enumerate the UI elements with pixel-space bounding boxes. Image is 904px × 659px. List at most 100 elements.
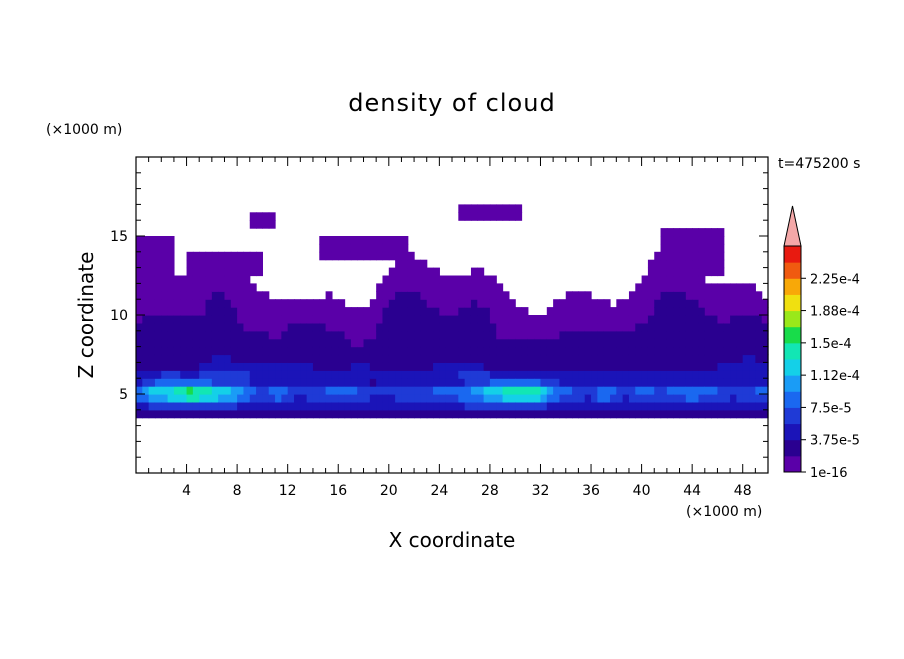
density-cell <box>692 228 700 237</box>
density-cell <box>647 378 655 387</box>
density-cell <box>477 291 485 300</box>
density-cell <box>685 378 693 387</box>
density-cell <box>281 322 289 332</box>
density-cell <box>660 409 668 419</box>
density-cell <box>420 315 428 324</box>
density-cell <box>173 275 181 284</box>
density-cell <box>723 315 731 324</box>
density-cell <box>388 236 396 245</box>
density-cell <box>338 386 346 395</box>
density-cell <box>616 354 624 363</box>
density-cell <box>704 291 712 300</box>
density-cell <box>540 338 548 348</box>
density-cell <box>401 409 409 419</box>
density-cell <box>382 322 390 332</box>
density-cell <box>154 251 162 261</box>
density-cell <box>610 401 617 411</box>
density-cell <box>527 401 535 411</box>
density-cell <box>489 299 497 308</box>
density-cell <box>420 354 428 363</box>
density-cell <box>666 275 674 284</box>
density-cell <box>692 338 700 348</box>
density-cell <box>142 315 150 324</box>
density-cell <box>426 322 434 332</box>
density-cell <box>230 251 238 261</box>
density-cell <box>458 338 466 348</box>
density-cell <box>376 378 384 387</box>
density-cell <box>287 370 295 379</box>
density-cell <box>306 338 314 348</box>
density-cell <box>679 370 687 379</box>
density-cell <box>395 315 403 324</box>
density-cell <box>237 315 245 324</box>
density-cell <box>755 354 763 363</box>
density-cell <box>692 291 700 300</box>
density-cell <box>704 283 712 292</box>
density-cell <box>660 243 668 253</box>
density-cell <box>717 315 725 324</box>
density-cell <box>603 370 611 379</box>
density-cell <box>148 338 156 348</box>
density-cell <box>597 378 605 387</box>
density-cell <box>673 283 681 292</box>
density-cell <box>180 283 188 292</box>
density-cell <box>344 378 352 387</box>
density-cell <box>414 394 421 403</box>
density-cell <box>136 330 143 340</box>
density-cell <box>673 401 681 411</box>
density-cell <box>673 330 681 340</box>
density-cell <box>401 378 409 387</box>
density-cell <box>211 283 219 292</box>
density-cell <box>679 283 687 292</box>
density-cell <box>306 362 314 371</box>
density-cell <box>218 401 226 411</box>
density-cell <box>142 378 150 387</box>
density-cell <box>635 362 643 371</box>
density-cell <box>692 322 700 332</box>
density-cell <box>414 291 421 300</box>
density-cell <box>414 378 421 387</box>
density-cell <box>407 259 415 269</box>
density-cell <box>167 267 175 277</box>
density-cell <box>433 401 440 411</box>
density-cell <box>205 386 213 395</box>
density-cell <box>268 362 276 371</box>
density-cell <box>704 228 712 237</box>
density-cell <box>382 362 390 371</box>
density-cell <box>433 275 440 284</box>
density-cell <box>205 251 213 261</box>
density-cell <box>281 362 289 371</box>
density-cell <box>483 204 491 213</box>
density-cell <box>464 409 472 419</box>
density-cell <box>205 330 213 340</box>
density-cell <box>148 386 156 395</box>
density-cell <box>711 291 719 300</box>
density-cell <box>344 362 352 371</box>
density-cell <box>458 315 466 324</box>
colorbar-label: 1.12e-4 <box>810 369 860 384</box>
density-cell <box>142 354 150 363</box>
density-cell <box>433 315 440 324</box>
density-cell <box>338 354 346 363</box>
colorbar-label: 3.75e-5 <box>810 434 860 449</box>
density-cell <box>470 275 478 284</box>
density-cell <box>154 401 162 411</box>
density-cell <box>388 394 396 403</box>
density-cell <box>230 330 238 340</box>
density-cell <box>281 409 289 419</box>
density-cell <box>275 307 282 316</box>
density-cell <box>161 338 169 348</box>
density-cell <box>376 401 384 411</box>
density-cell <box>515 370 523 379</box>
density-cell <box>306 354 314 363</box>
density-cell <box>603 354 611 363</box>
density-cell <box>755 386 763 395</box>
density-cell <box>628 299 636 308</box>
density-cell <box>395 330 403 340</box>
density-cell <box>717 386 725 395</box>
density-cell <box>420 362 428 371</box>
density-cell <box>603 386 611 395</box>
density-cell <box>736 291 744 300</box>
density-cell <box>553 409 561 419</box>
density-cell <box>287 362 295 371</box>
